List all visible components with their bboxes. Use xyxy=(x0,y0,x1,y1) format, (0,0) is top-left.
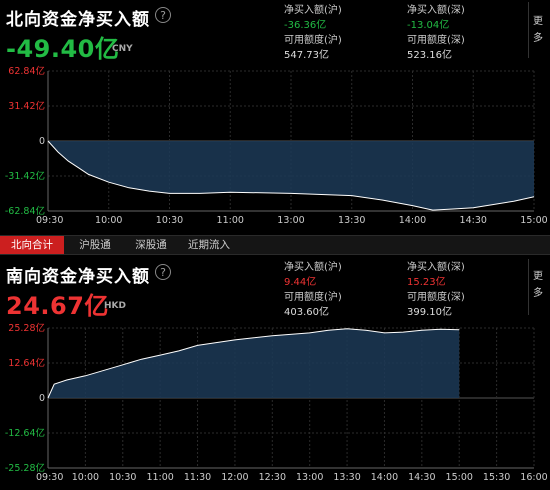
north-sh-quota-label: 可用额度(沪) xyxy=(284,35,342,46)
north-sh-quota-value: 547.73亿 xyxy=(284,50,329,61)
y-tick-label: -31.42亿 xyxy=(5,170,45,182)
series-line xyxy=(47,140,535,211)
north-help-icon[interactable]: ? xyxy=(155,7,171,23)
series-area xyxy=(48,141,534,211)
series-line xyxy=(47,328,460,399)
x-tick-label: 11:30 xyxy=(184,472,211,483)
x-tick-label: 14:30 xyxy=(408,472,435,483)
north-net-value: -49.40亿 xyxy=(6,35,120,63)
tab-bar: 北向合计 沪股通 深股通 近期流入 xyxy=(0,235,550,255)
y-tick-label: 25.28亿 xyxy=(8,322,45,334)
x-tick-label: 15:00 xyxy=(446,472,473,483)
y-tick-label: -62.84亿 xyxy=(5,205,45,217)
x-tick-label: 10:30 xyxy=(156,215,183,226)
south-sh-net-value: 9.44亿 xyxy=(284,277,317,288)
south-more-button[interactable]: 更多 xyxy=(533,271,543,299)
north-more-button[interactable]: 更多 xyxy=(533,16,543,44)
south-currency: HKD xyxy=(104,301,126,311)
y-tick-label: -25.28亿 xyxy=(5,462,45,474)
x-tick-label: 10:30 xyxy=(109,472,136,483)
south-help-icon[interactable]: ? xyxy=(155,264,171,280)
x-tick-label: 15:00 xyxy=(520,215,547,226)
x-tick-label: 16:00 xyxy=(520,472,547,483)
x-tick-label: 13:30 xyxy=(333,472,360,483)
x-tick-label: 14:30 xyxy=(460,215,487,226)
x-tick-label: 09:30 xyxy=(36,215,63,226)
y-tick-label: -12.64亿 xyxy=(5,427,45,439)
y-tick-label: 0 xyxy=(39,136,45,147)
south-sz-quota-value: 399.10亿 xyxy=(407,307,452,318)
north-more-divider xyxy=(528,2,529,58)
north-sz-net-value: -13.04亿 xyxy=(407,20,450,31)
north-sh-net-label: 净买入额(沪) xyxy=(284,5,342,16)
tab-shanghai-connect[interactable]: 沪股通 xyxy=(79,239,111,251)
x-tick-label: 10:00 xyxy=(95,215,122,226)
x-tick-label: 11:00 xyxy=(217,215,244,226)
y-tick-label: 62.84亿 xyxy=(8,65,45,77)
y-tick-label: 31.42亿 xyxy=(8,100,45,112)
x-tick-label: 13:30 xyxy=(338,215,365,226)
x-tick-label: 12:00 xyxy=(221,472,248,483)
y-tick-label: 12.64亿 xyxy=(8,357,45,369)
north-sz-net-label: 净买入额(深) xyxy=(407,5,465,16)
south-sz-net-value: 15.23亿 xyxy=(407,277,446,288)
north-currency: CNY xyxy=(112,44,133,54)
south-sh-net-label: 净买入额(沪) xyxy=(284,262,342,273)
x-tick-label: 10:00 xyxy=(72,472,99,483)
north-sz-quota-label: 可用额度(深) xyxy=(407,35,465,46)
x-tick-label: 11:00 xyxy=(146,472,173,483)
south-more-divider xyxy=(528,259,529,315)
south-sh-quota-label: 可用额度(沪) xyxy=(284,292,342,303)
x-tick-label: 14:00 xyxy=(371,472,398,483)
north-title: 北向资金净买入额 xyxy=(6,10,150,30)
south-sh-quota-value: 403.60亿 xyxy=(284,307,329,318)
x-tick-label: 15:30 xyxy=(483,472,510,483)
north-sz-quota-value: 523.16亿 xyxy=(407,50,452,61)
south-sz-quota-label: 可用额度(深) xyxy=(407,292,465,303)
x-tick-label: 09:30 xyxy=(36,472,63,483)
x-tick-label: 13:00 xyxy=(277,215,304,226)
south-net-value: 24.67亿 xyxy=(6,292,109,320)
series-area xyxy=(48,328,460,398)
tab-north-total[interactable]: 北向合计 xyxy=(0,236,64,254)
south-title: 南向资金净买入额 xyxy=(6,267,150,287)
y-tick-label: 0 xyxy=(39,393,45,404)
tab-recent-inflow[interactable]: 近期流入 xyxy=(188,239,230,251)
tab-shenzhen-connect[interactable]: 深股通 xyxy=(135,239,167,251)
x-tick-label: 14:00 xyxy=(399,215,426,226)
x-tick-label: 13:00 xyxy=(296,472,323,483)
x-tick-label: 12:30 xyxy=(259,472,286,483)
south-sz-net-label: 净买入额(深) xyxy=(407,262,465,273)
north-sh-net-value: -36.36亿 xyxy=(284,20,327,31)
